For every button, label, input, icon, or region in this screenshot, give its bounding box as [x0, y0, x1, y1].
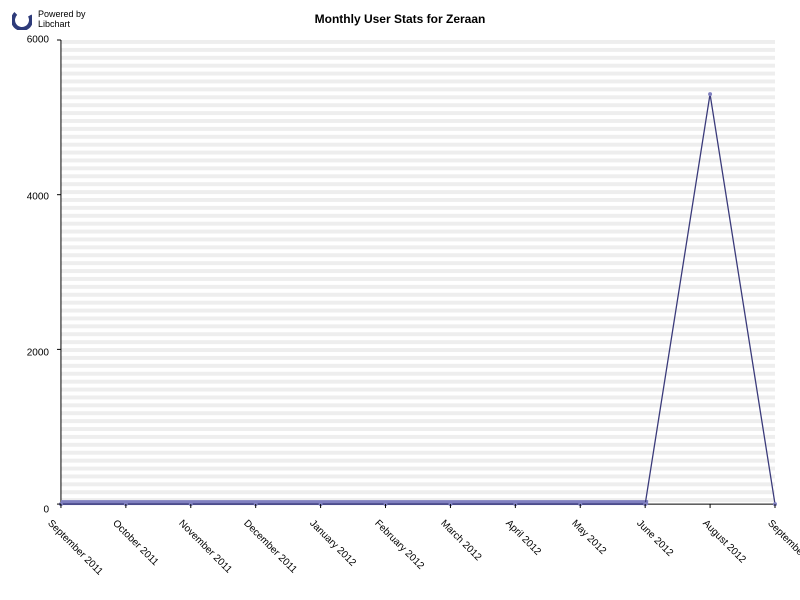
y-tick-label: 0 [9, 505, 49, 516]
grid-background [61, 40, 775, 504]
x-tick-label: January 2012 [307, 518, 358, 569]
x-tick-label: June 2012 [634, 518, 675, 559]
x-tick-label: February 2012 [372, 518, 426, 572]
x-tick-label: May 2012 [569, 518, 608, 557]
plot-area [55, 40, 775, 510]
chart-canvas: Powered by Libchart Monthly User Stats f… [0, 0, 800, 600]
x-tick-label: November 2011 [176, 518, 234, 576]
chart-title: Monthly User Stats for Zeraan [0, 12, 800, 26]
x-tick-label: March 2012 [438, 518, 483, 563]
y-tick-label: 4000 [9, 191, 49, 202]
x-tick-label: September 2011 [45, 518, 105, 578]
x-tick-label: August 2012 [700, 518, 747, 565]
x-tick-label: October 2011 [111, 518, 161, 568]
y-tick-label: 6000 [9, 35, 49, 46]
x-tick-label: April 2012 [503, 518, 543, 558]
series-marker [708, 92, 712, 96]
x-tick-label: September 2012 [765, 518, 800, 578]
plot-svg [55, 40, 775, 510]
x-tick-label: December 2011 [242, 518, 300, 576]
y-ticks [57, 40, 61, 504]
y-tick-label: 2000 [9, 348, 49, 359]
